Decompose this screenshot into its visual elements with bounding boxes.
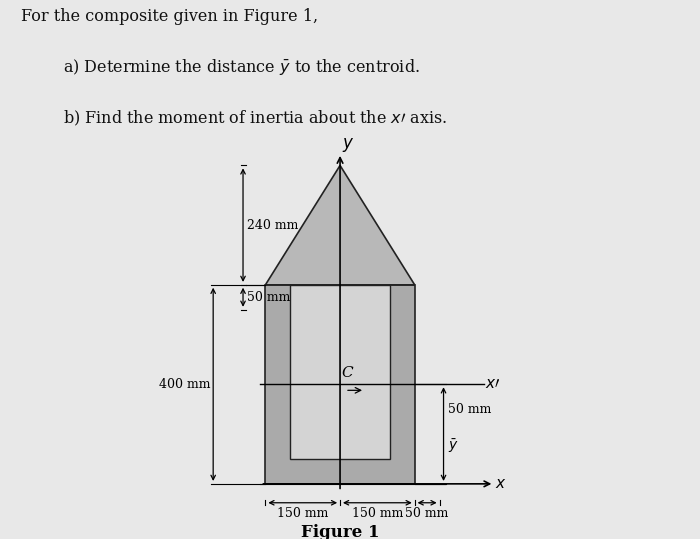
Text: $y$: $y$ xyxy=(342,136,354,155)
Text: $\bar{y}$: $\bar{y}$ xyxy=(447,437,458,455)
Text: $x\prime$: $x\prime$ xyxy=(485,377,500,391)
Text: 400 mm: 400 mm xyxy=(159,378,211,391)
Text: 50 mm: 50 mm xyxy=(247,291,290,304)
Text: C: C xyxy=(341,367,353,381)
Bar xyxy=(290,285,390,459)
Text: b) Find the moment of inertia about the $x\prime$ axis.: b) Find the moment of inertia about the … xyxy=(63,109,447,128)
Bar xyxy=(265,285,414,484)
Text: 240 mm: 240 mm xyxy=(247,219,298,232)
Text: 50 mm: 50 mm xyxy=(405,507,449,520)
Text: $x$: $x$ xyxy=(496,477,507,491)
Text: 150 mm: 150 mm xyxy=(277,507,328,520)
Text: For the composite given in Figure 1,: For the composite given in Figure 1, xyxy=(21,8,318,25)
Text: a) Determine the distance $\bar{y}$ to the centroid.: a) Determine the distance $\bar{y}$ to t… xyxy=(63,57,420,78)
Text: Figure 1: Figure 1 xyxy=(301,524,379,539)
Text: 50 mm: 50 mm xyxy=(447,403,491,416)
Text: 150 mm: 150 mm xyxy=(351,507,403,520)
Polygon shape xyxy=(265,165,414,285)
